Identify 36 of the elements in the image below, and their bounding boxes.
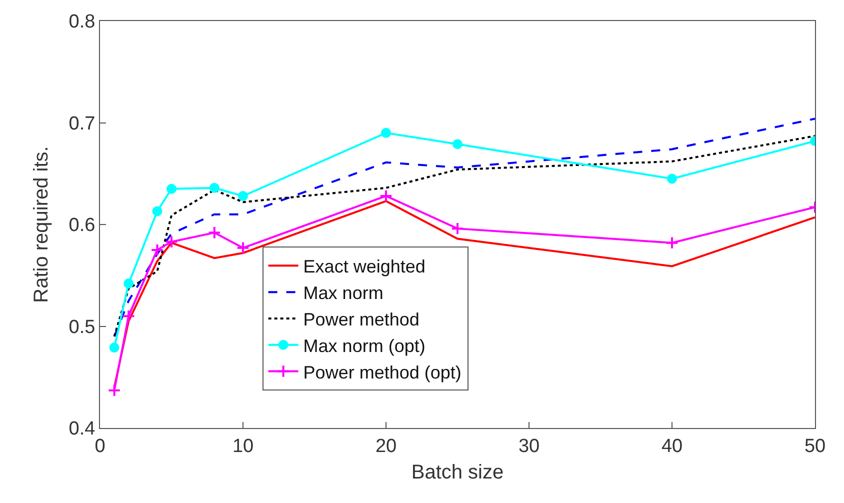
legend-label: Exact weighted bbox=[303, 256, 426, 277]
point bbox=[238, 191, 248, 202]
point bbox=[109, 342, 120, 353]
point bbox=[122, 309, 136, 323]
x-tick-label: 40 bbox=[661, 436, 683, 457]
y-tick-label: 0.6 bbox=[68, 215, 96, 236]
legend-label: Max norm bbox=[303, 283, 384, 304]
x-tick-label: 0 bbox=[94, 436, 106, 457]
point bbox=[379, 189, 393, 203]
x-tick-label: 10 bbox=[232, 436, 254, 457]
point bbox=[450, 222, 464, 236]
point bbox=[164, 235, 178, 248]
point bbox=[381, 128, 391, 138]
y-tick-label: 0.4 bbox=[68, 418, 96, 440]
y-tick-label: 0.7 bbox=[68, 113, 96, 134]
y-tick-label: 0.8 bbox=[68, 12, 96, 33]
point bbox=[452, 139, 462, 150]
point bbox=[665, 236, 679, 250]
x-tick-label: 50 bbox=[804, 436, 826, 457]
point bbox=[236, 241, 250, 254]
x-axis-title: Batch size bbox=[411, 461, 504, 484]
point bbox=[124, 278, 134, 289]
point bbox=[166, 184, 176, 194]
point bbox=[667, 174, 677, 184]
point bbox=[108, 384, 121, 397]
legend-label: Power method bbox=[303, 310, 420, 330]
x-tick-label: 30 bbox=[518, 436, 540, 457]
point bbox=[208, 226, 221, 240]
legend-label: Max norm (opt) bbox=[303, 336, 426, 356]
x-tick-label: 20 bbox=[375, 436, 397, 457]
y-axis-title: Ratio required its. bbox=[30, 146, 52, 303]
point bbox=[209, 182, 220, 193]
y-tick-label: 0.5 bbox=[68, 316, 96, 338]
point bbox=[152, 206, 162, 216]
legend-label: Power method (opt) bbox=[303, 362, 462, 382]
point bbox=[150, 243, 164, 257]
